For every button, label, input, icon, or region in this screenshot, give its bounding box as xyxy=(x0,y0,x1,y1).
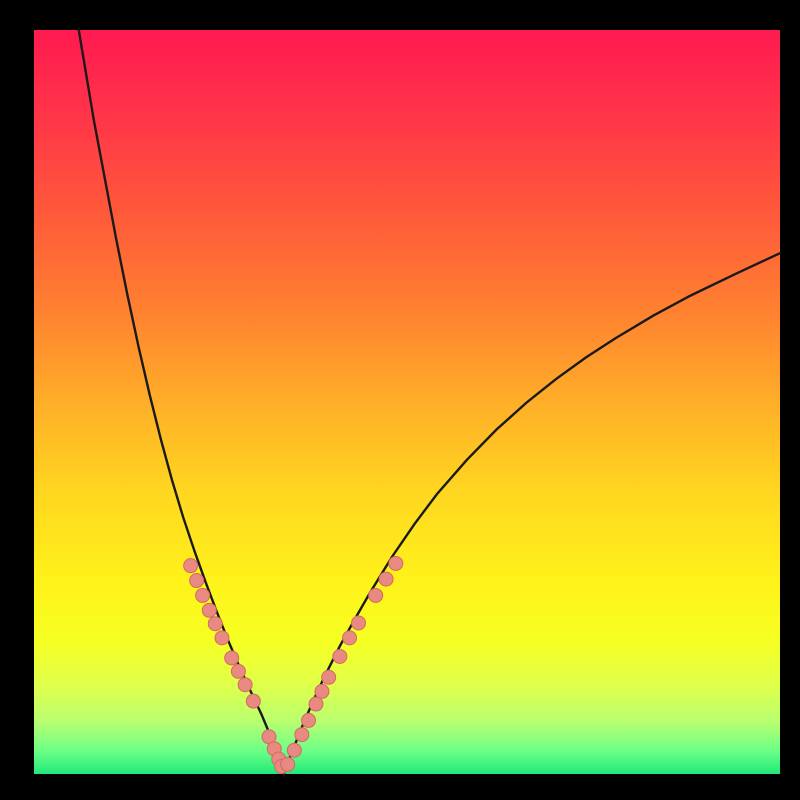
marker-point xyxy=(322,670,336,684)
marker-point xyxy=(333,649,347,663)
marker-point xyxy=(287,743,301,757)
marker-point xyxy=(352,616,366,630)
marker-point xyxy=(379,572,393,586)
marker-point xyxy=(202,603,216,617)
marker-point xyxy=(309,697,323,711)
plot-background xyxy=(34,30,780,774)
marker-point xyxy=(238,678,252,692)
marker-point xyxy=(246,694,260,708)
marker-point xyxy=(190,574,204,588)
marker-point xyxy=(389,556,403,570)
bottleneck-chart xyxy=(0,0,800,800)
marker-point xyxy=(196,588,210,602)
marker-point xyxy=(208,617,222,631)
marker-point xyxy=(281,757,295,771)
marker-point xyxy=(231,664,245,678)
chart-svg xyxy=(0,0,800,800)
marker-point xyxy=(343,631,357,645)
marker-point xyxy=(295,728,309,742)
marker-point xyxy=(369,588,383,602)
marker-point xyxy=(302,713,316,727)
marker-point xyxy=(215,631,229,645)
marker-point xyxy=(315,684,329,698)
marker-point xyxy=(184,559,198,573)
marker-point xyxy=(225,651,239,665)
